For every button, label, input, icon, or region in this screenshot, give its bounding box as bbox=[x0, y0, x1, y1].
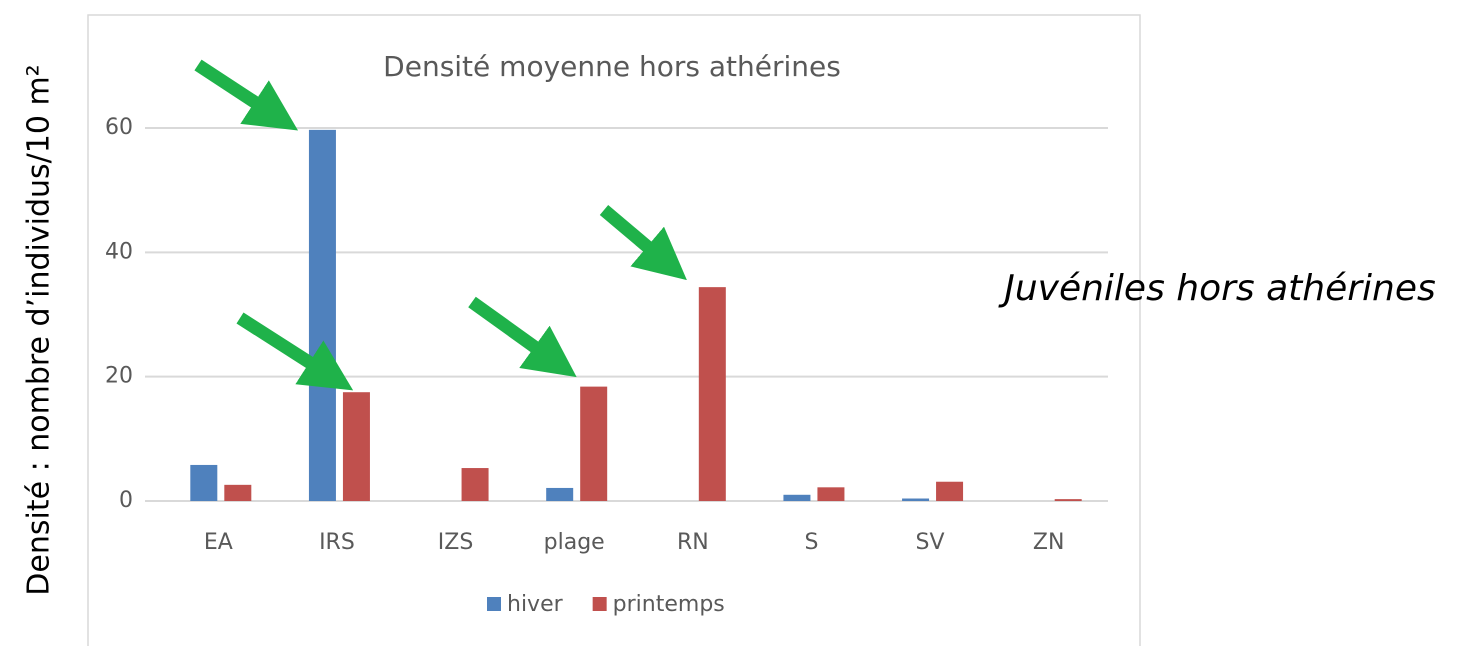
bar bbox=[342, 392, 370, 501]
x-tick-label: IZS bbox=[438, 530, 474, 555]
bar bbox=[224, 484, 252, 501]
bar bbox=[190, 464, 218, 501]
bar bbox=[817, 487, 845, 501]
y-tick-label: 20 bbox=[105, 364, 133, 389]
x-tick-label: ZN bbox=[1033, 530, 1065, 555]
legend-swatch bbox=[487, 597, 501, 611]
legend-label: hiver bbox=[507, 592, 564, 617]
y-tick-label: 60 bbox=[105, 115, 133, 140]
chart-title: Densité moyenne hors athérines bbox=[383, 50, 841, 83]
arrow bbox=[194, 59, 299, 131]
x-tick-label: EA bbox=[204, 530, 233, 555]
bar bbox=[580, 386, 608, 501]
bar bbox=[902, 498, 930, 501]
bar bbox=[1054, 499, 1082, 501]
plot-area: 0 20 40 60 EA IRS IZS plage RN S SV ZN hiver printemp… bbox=[105, 115, 1108, 617]
x-tick-label: SV bbox=[916, 530, 945, 555]
bar bbox=[308, 129, 336, 501]
legend-label: printemps bbox=[613, 592, 725, 617]
x-tick-label: S bbox=[804, 530, 818, 555]
x-tick-label: RN bbox=[677, 530, 709, 555]
arrow bbox=[599, 205, 687, 281]
bar bbox=[783, 494, 811, 501]
bar bbox=[546, 487, 574, 501]
arrow bbox=[468, 296, 577, 378]
bar bbox=[698, 287, 726, 501]
x-tick-label: plage bbox=[544, 530, 605, 555]
arrow bbox=[236, 312, 354, 391]
x-tick-label: IRS bbox=[319, 530, 355, 555]
legend-swatch bbox=[592, 597, 607, 611]
y-axis-label: Densité : nombre d’individus/10 m² bbox=[22, 64, 57, 595]
y-tick-label: 0 bbox=[119, 488, 133, 513]
bar bbox=[461, 468, 489, 501]
annotation: Juvéniles hors athérines bbox=[998, 268, 1436, 309]
bar bbox=[936, 481, 964, 501]
arrows bbox=[194, 59, 687, 391]
chart-frame bbox=[87, 14, 1141, 646]
y-tick-label: 40 bbox=[105, 239, 133, 264]
